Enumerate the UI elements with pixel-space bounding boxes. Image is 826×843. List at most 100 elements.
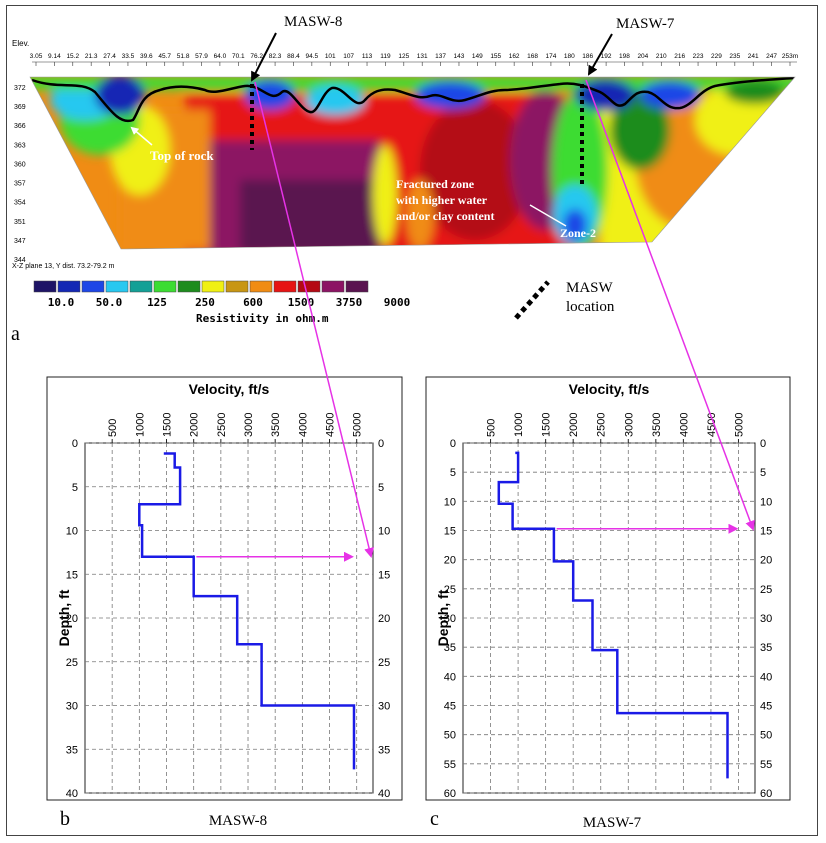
y-tick-label-left: 40: [66, 788, 78, 800]
x-tick-label: 1500: [162, 413, 174, 437]
x-tick-label: 1500: [541, 413, 553, 437]
x-tick-label: 2000: [189, 413, 201, 437]
color-scale-swatch: [297, 280, 321, 293]
x-tick-label: 2000: [568, 413, 580, 437]
y-tick-label-right: 35: [760, 642, 772, 654]
y-tick-label-left: 10: [66, 526, 78, 538]
masw-legend-line-1: MASW: [566, 280, 614, 296]
link-arrow-masw8: [254, 81, 374, 558]
section-x-tick: 198: [619, 53, 630, 60]
y-tick-label-right: 30: [760, 613, 772, 625]
x-tick-label: 1000: [513, 413, 525, 437]
masw-legend-symbol: [514, 280, 550, 320]
section-y-tick: 366: [14, 123, 26, 130]
section-x-tick: 149: [472, 53, 483, 60]
y-tick-label-left: 55: [444, 759, 456, 771]
fracture-text-line-2: with higher water: [396, 193, 488, 207]
chart-title: Velocity, ft/s: [569, 381, 650, 397]
section-y-tick: 369: [14, 104, 26, 111]
section-x-tick: 21.3: [85, 53, 98, 60]
color-scale-swatch: [153, 280, 177, 293]
color-scale-swatch: [225, 280, 249, 293]
panel-letter: c: [430, 808, 439, 830]
y-tick-label-left: 5: [72, 482, 78, 494]
y-tick-label-right: 20: [760, 555, 772, 567]
y-tick-label-right: 40: [378, 788, 390, 800]
color-scale-value: 3750: [336, 296, 363, 309]
plane-caption: X-Z plane 13, Y dist. 73.2-79.2 m: [12, 263, 115, 270]
x-tick-label: 4500: [325, 413, 337, 437]
section-x-tick-marks: [35, 62, 791, 66]
section-x-tick-labels: 3.05 9.14 15.2 21.3 27.4 33.5 39.6 45.7 51.8 57.9…: [30, 53, 798, 60]
section-x-tick: 51.8: [177, 53, 190, 60]
section-y-tick: 351: [14, 219, 26, 226]
elevation-axis-label: Elev.: [12, 39, 29, 48]
y-tick-label-right: 15: [760, 526, 772, 538]
x-tick-label: 4000: [297, 413, 309, 437]
section-x-tick: 88.4: [287, 53, 300, 60]
section-x-tick: 174: [545, 53, 556, 60]
x-tick-label: 2500: [596, 413, 608, 437]
y-tick-label-right: 45: [760, 701, 772, 713]
color-scale-value: 125: [147, 296, 167, 309]
section-x-tick: 27.4: [103, 53, 116, 60]
section-x-tick: 247: [766, 53, 777, 60]
section-x-tick: 119: [380, 53, 391, 60]
section-x-tick: 76.2: [250, 53, 263, 60]
section-x-tick: 143: [454, 53, 465, 60]
section-y-tick: 357: [14, 181, 26, 188]
x-tick-label: 500: [107, 419, 119, 437]
section-y-tick: 347: [14, 238, 26, 245]
section-x-tick: 64.0: [214, 53, 227, 60]
link-arrow-masw7: [585, 79, 755, 531]
section-x-tick: 57.9: [195, 53, 208, 60]
y-tick-label-left: 60: [444, 788, 456, 800]
color-scale-swatch: [249, 280, 273, 293]
section-x-tick: 180: [564, 53, 575, 60]
color-scale-swatch: [57, 280, 81, 293]
y-tick-label-right: 10: [378, 526, 390, 538]
y-tick-label-right: 0: [378, 438, 384, 450]
section-y-tick: 363: [14, 142, 26, 149]
section-x-tick: 155: [490, 53, 501, 60]
y-axis-label: Depth, ft: [435, 589, 451, 646]
y-tick-label-right: 50: [760, 730, 772, 742]
y-tick-label-left: 45: [444, 701, 456, 713]
section-x-tick: 204: [637, 53, 648, 60]
color-scale-value: 10.0: [48, 296, 75, 309]
resistivity-section-panel: Elev. 3.05 9.14 15.2 21.3 27.4 33.5 39.6 45.7 51…: [11, 14, 798, 345]
section-x-tick: 253m: [782, 53, 798, 60]
color-scale-swatch: [33, 280, 57, 293]
figure-frame: [6, 5, 818, 836]
section-x-tick: 223: [693, 53, 704, 60]
color-scale-swatch: [321, 280, 345, 293]
section-y-tick-labels: 372 369 366 363 360 357 354 351 347 344: [14, 85, 26, 264]
y-tick-label-right: 20: [378, 613, 390, 625]
y-tick-label-right: 5: [378, 482, 384, 494]
section-x-tick: 15.2: [66, 53, 79, 60]
resistivity-scale-labels: 10.0 50.0 125 250 600 1500 3750 9000: [48, 296, 411, 309]
section-x-tick: 70.1: [232, 53, 245, 60]
section-x-tick: 94.5: [306, 53, 319, 60]
resistivity-scale-title: Resistivity in ohm.m: [196, 312, 329, 325]
y-tick-label-right: 55: [760, 759, 772, 771]
y-tick-label-left: 5: [450, 467, 456, 479]
y-tick-label-left: 30: [66, 701, 78, 713]
x-tick-label: 500: [486, 419, 498, 437]
section-y-tick: 372: [14, 85, 26, 92]
y-tick-label-right: 15: [378, 569, 390, 581]
section-x-tick: 192: [601, 53, 612, 60]
fracture-text-line-3: and/or clay content: [396, 209, 494, 223]
section-x-tick: 82.3: [269, 53, 282, 60]
y-tick-label-left: 15: [66, 569, 78, 581]
color-scale-swatch: [345, 280, 369, 293]
chart-caption: MASW-7: [583, 815, 642, 831]
section-x-tick: 210: [656, 53, 667, 60]
chart-caption: MASW-8: [209, 813, 267, 829]
color-scale-value: 600: [243, 296, 263, 309]
y-tick-label-right: 25: [378, 657, 390, 669]
fracture-text-line-1: Fractured zone: [396, 177, 475, 191]
y-tick-label-left: 35: [66, 744, 78, 756]
masw7-pointer-arrow: [588, 33, 613, 76]
section-x-tick: 113: [362, 53, 373, 60]
